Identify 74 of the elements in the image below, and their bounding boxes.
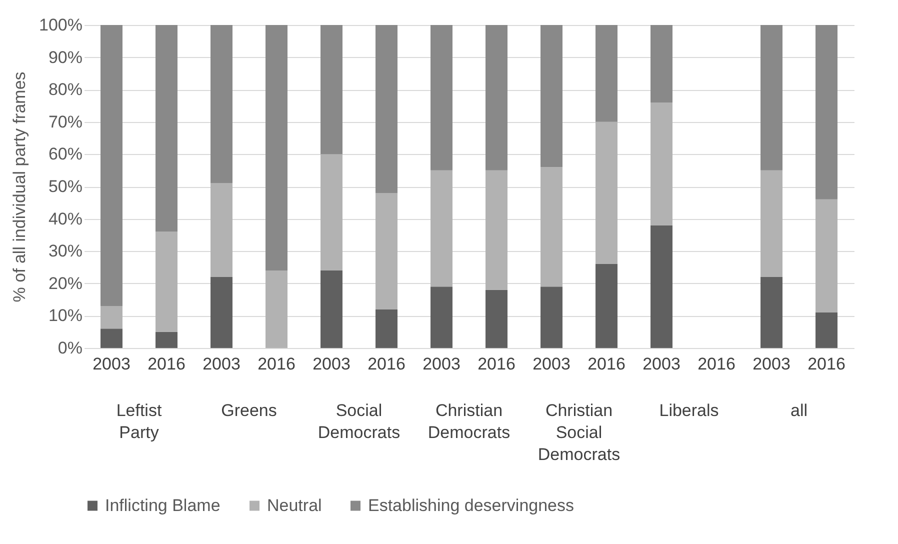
- bar: [210, 25, 232, 184]
- y-tick-label: 80%: [48, 80, 82, 100]
- bar: [816, 25, 838, 200]
- bar: [596, 264, 618, 348]
- bar: [430, 286, 452, 348]
- bar: [266, 25, 288, 270]
- text: Social Democrats: [318, 401, 400, 442]
- bar: [156, 332, 178, 348]
- text: Leftist Party: [116, 401, 162, 442]
- bar: [320, 154, 342, 270]
- bar: [816, 199, 838, 312]
- bar: [760, 276, 782, 348]
- x-tick-label: 2016: [368, 354, 406, 374]
- bar: [376, 192, 398, 310]
- x-tick-label: 2003: [532, 354, 570, 374]
- bar: [100, 306, 122, 329]
- bar: [760, 170, 782, 277]
- y-axis-title: % of all individual party frames: [10, 72, 30, 302]
- x-tick-label: 2016: [478, 354, 516, 374]
- legend-label: Inflicting Blame: [105, 496, 220, 515]
- y-tick-label: 50%: [48, 177, 82, 196]
- text: Christian Democrats: [428, 401, 510, 442]
- bar: [816, 312, 838, 348]
- x-tick-label: 2016: [588, 354, 626, 374]
- y-tick-label: 100%: [39, 16, 82, 34]
- x-tick-label: 2003: [642, 354, 680, 374]
- x-tick-label: 2016: [148, 354, 186, 374]
- x-tick-label: 2016: [258, 354, 296, 374]
- bar: [650, 225, 672, 348]
- bar: [430, 25, 452, 170]
- y-tick-label: 90%: [48, 48, 82, 67]
- bar: [540, 286, 562, 348]
- text: Liberals: [659, 401, 719, 420]
- bar: [100, 25, 122, 306]
- bar: [596, 25, 618, 122]
- x-tick-label: 2003: [312, 354, 350, 374]
- bar: [320, 270, 342, 348]
- bar: [430, 170, 452, 287]
- bar: [650, 25, 672, 103]
- x-tick-label: 2003: [422, 354, 460, 374]
- bar: [486, 290, 508, 348]
- text: Christian Social Democrats: [538, 401, 620, 464]
- y-tick-label: 70%: [48, 112, 82, 132]
- y-tick-label: 40%: [48, 209, 82, 228]
- bar: [540, 167, 562, 287]
- bar: [320, 25, 342, 154]
- bar: [760, 25, 782, 170]
- x-tick-label: 2003: [202, 354, 240, 374]
- bar: [210, 276, 232, 348]
- text: Greens: [221, 401, 277, 420]
- bar: [266, 270, 288, 348]
- y-tick-label: 0%: [58, 338, 82, 358]
- bar: [376, 25, 398, 193]
- y-tick-label: 20%: [48, 274, 82, 293]
- bar: [650, 102, 672, 226]
- text: all: [790, 401, 808, 420]
- bar: [486, 25, 508, 170]
- bar: [210, 183, 232, 277]
- x-tick-label: 2016: [698, 354, 736, 374]
- bar: [486, 170, 508, 290]
- bar: [100, 328, 122, 348]
- x-tick-label: 2003: [752, 354, 790, 374]
- x-tick-label: 2003: [92, 354, 130, 374]
- bar: [376, 309, 398, 348]
- bar: [596, 122, 618, 264]
- x-tick-label: 2016: [808, 354, 846, 374]
- y-tick-label: 60%: [48, 144, 82, 164]
- y-tick-label: 10%: [48, 306, 82, 326]
- legend-label: Establishing deservingness: [368, 496, 574, 515]
- bar: [156, 25, 178, 232]
- bar: [540, 25, 562, 168]
- y-tick-label: 30%: [48, 242, 82, 261]
- legend-label: Neutral: [267, 496, 322, 515]
- bar: [156, 232, 178, 332]
